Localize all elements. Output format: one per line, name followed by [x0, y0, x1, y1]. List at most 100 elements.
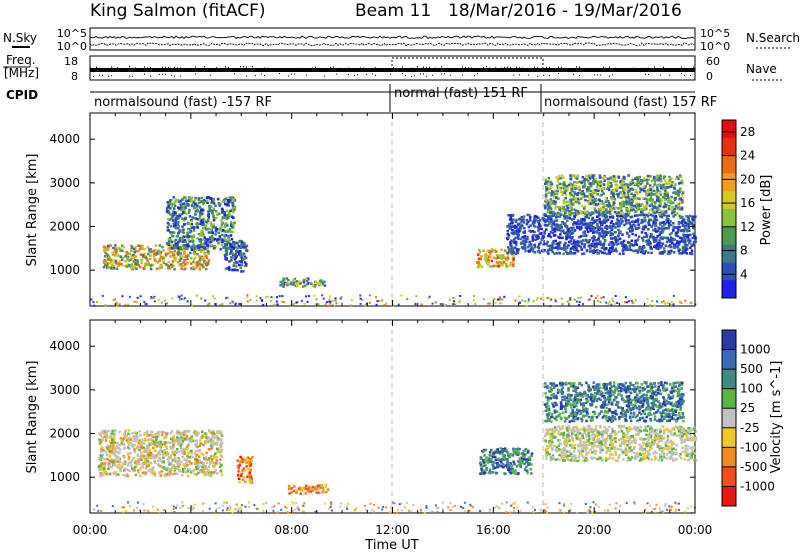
heatmap-cell	[564, 250, 568, 253]
heatmap-cell	[656, 208, 659, 211]
heatmap-cell	[609, 176, 613, 179]
heatmap-cell	[655, 239, 658, 243]
heatmap-cell	[188, 208, 191, 212]
heatmap-cell	[529, 219, 532, 222]
heatmap-cell	[225, 214, 228, 217]
heatmap-cell	[592, 221, 595, 225]
heatmap-cell	[523, 240, 527, 243]
heatmap-cell	[578, 199, 581, 202]
heatmap-cell	[645, 213, 649, 217]
heatmap-cell	[230, 250, 233, 253]
range-tick-label: 2000	[49, 220, 80, 234]
heatmap-cell	[568, 233, 571, 236]
heatmap-cell	[313, 488, 317, 491]
heatmap-cell	[169, 462, 173, 466]
heatmap-cell	[213, 442, 216, 445]
heatmap-cell	[114, 455, 117, 458]
heatmap-cell	[173, 453, 176, 457]
heatmap-cell	[547, 248, 551, 252]
heatmap-cell	[525, 218, 529, 222]
freq-left-label-2: [MHz]	[4, 66, 39, 80]
heatmap-cell	[642, 250, 645, 254]
heatmap-cell	[163, 473, 166, 476]
heatmap-cell	[572, 201, 575, 204]
heatmap-cell	[615, 221, 618, 225]
heatmap-cell	[619, 242, 622, 245]
heatmap-cell	[322, 488, 325, 491]
freq-dot	[642, 67, 643, 70]
heatmap-cell	[482, 298, 485, 301]
heatmap-cell	[560, 247, 564, 250]
freq-dot	[255, 75, 256, 77]
heatmap-cell	[522, 247, 525, 250]
heatmap-cell	[453, 301, 456, 304]
heatmap-cell	[621, 249, 624, 252]
freq-dot	[117, 67, 118, 69]
heatmap-cell	[185, 458, 189, 462]
freq-dot	[402, 66, 403, 68]
freq-dot	[414, 75, 415, 77]
heatmap-cell	[681, 191, 685, 194]
heatmap-cell	[217, 436, 220, 440]
heatmap-cell	[111, 451, 114, 455]
heatmap-cell	[203, 251, 206, 255]
heatmap-cell	[143, 431, 146, 435]
freq-dot	[681, 73, 682, 75]
heatmap-cell	[650, 233, 653, 236]
heatmap-cell	[128, 264, 131, 268]
heatmap-cell	[673, 191, 676, 194]
heatmap-cell	[187, 254, 190, 257]
heatmap-cell	[99, 458, 103, 461]
heatmap-cell	[586, 195, 589, 198]
heatmap-cell	[197, 246, 201, 249]
heatmap-cell	[643, 213, 646, 217]
heatmap-cell	[568, 213, 571, 216]
heatmap-cell	[667, 214, 670, 218]
heatmap-cell	[216, 197, 220, 201]
heatmap-cell	[201, 246, 204, 249]
heatmap-cell	[689, 246, 692, 250]
heatmap-cell	[195, 434, 199, 437]
heatmap-cell	[173, 239, 176, 243]
heatmap-cell	[610, 196, 613, 199]
heatmap-cell	[616, 218, 619, 221]
heatmap-cell	[541, 217, 544, 220]
heatmap-cell	[529, 467, 532, 471]
freq-dot	[246, 66, 247, 68]
heatmap-cell	[576, 219, 580, 222]
heatmap-cell	[510, 221, 513, 224]
heatmap-cell	[292, 278, 295, 282]
heatmap-cell	[196, 245, 199, 248]
heatmap-cell	[580, 197, 583, 200]
heatmap-cell	[634, 196, 637, 199]
noise-left-label: N.Sky	[3, 31, 37, 45]
freq-traces	[90, 57, 695, 77]
heatmap-cell	[136, 262, 139, 265]
heatmap-cell	[634, 210, 637, 214]
heatmap-cell	[498, 256, 502, 260]
heatmap-cell	[599, 206, 603, 210]
heatmap-cell	[677, 202, 681, 206]
freq-dot	[441, 73, 442, 75]
heatmap-cell	[114, 458, 117, 462]
freq-dot	[546, 66, 547, 69]
heatmap-cell	[477, 263, 481, 266]
heatmap-cell	[198, 201, 201, 205]
heatmap-cell	[519, 301, 521, 304]
heatmap-cell	[147, 252, 150, 256]
heatmap-cell	[165, 468, 168, 472]
heatmap-cell	[193, 472, 196, 476]
heatmap-cell	[182, 228, 185, 231]
heatmap-cell	[590, 183, 593, 186]
heatmap-cell	[651, 198, 654, 201]
heatmap-cell	[566, 206, 569, 210]
heatmap-cell	[692, 226, 695, 229]
heatmap-cell	[596, 223, 599, 226]
heatmap-cell	[224, 216, 227, 219]
heatmap-cell	[135, 446, 139, 449]
heatmap-cell	[514, 299, 517, 302]
heatmap-cell	[198, 215, 202, 218]
heatmap-cell	[321, 294, 324, 297]
heatmap-cell	[126, 468, 129, 471]
heatmap-cell	[127, 456, 131, 459]
